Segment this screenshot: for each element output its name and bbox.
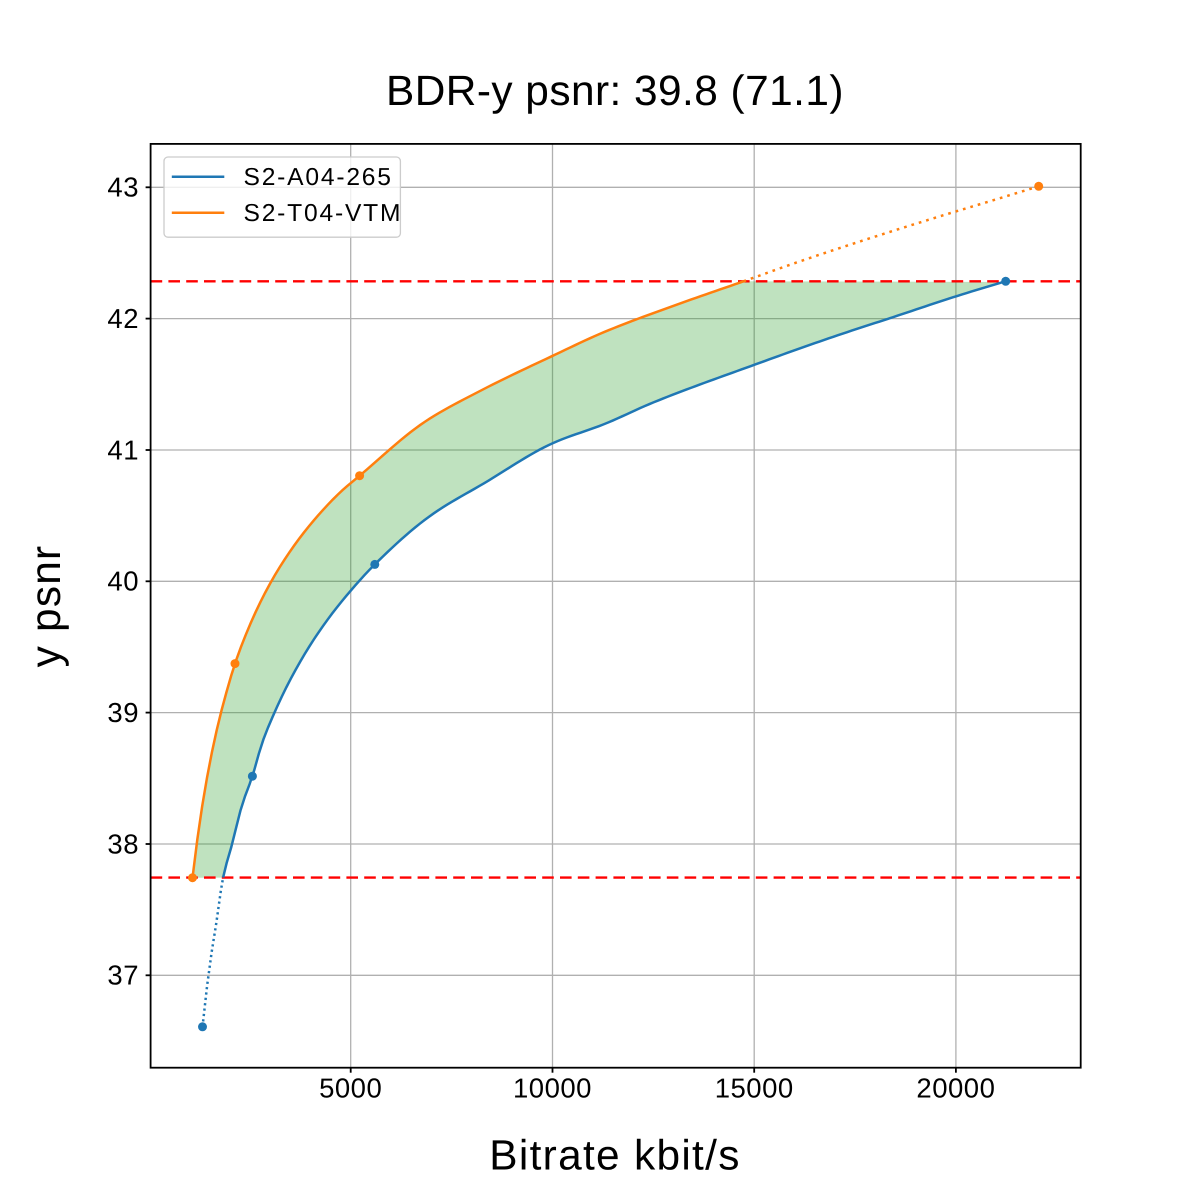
svg-text:15000: 15000 <box>715 1073 794 1104</box>
svg-text:5000: 5000 <box>319 1073 382 1104</box>
svg-text:BDR-y psnr: 39.8 (71.1): BDR-y psnr: 39.8 (71.1) <box>386 67 844 114</box>
svg-text:38: 38 <box>107 828 139 859</box>
svg-text:S2-T04-VTM: S2-T04-VTM <box>244 200 403 227</box>
svg-text:S2-A04-265: S2-A04-265 <box>244 164 393 191</box>
svg-text:20000: 20000 <box>916 1073 995 1104</box>
svg-text:42: 42 <box>107 303 139 334</box>
svg-text:43: 43 <box>107 172 139 203</box>
svg-text:41: 41 <box>107 434 139 465</box>
svg-text:Bitrate kbit/s: Bitrate kbit/s <box>489 1131 740 1178</box>
svg-text:37: 37 <box>107 960 139 991</box>
svg-text:39: 39 <box>107 697 139 728</box>
svg-text:40: 40 <box>107 566 139 597</box>
svg-text:y psnr: y psnr <box>22 545 69 668</box>
svg-text:10000: 10000 <box>513 1073 592 1104</box>
